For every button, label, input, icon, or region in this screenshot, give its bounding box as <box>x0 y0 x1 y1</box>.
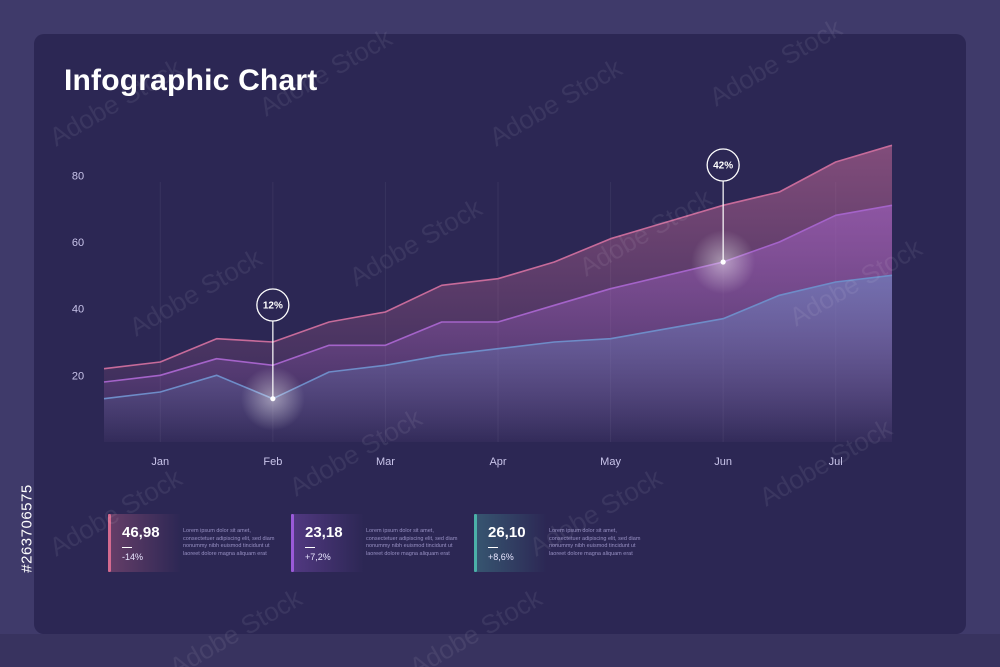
stat-card-1-bg <box>111 514 181 572</box>
bottom-band <box>0 634 1000 667</box>
x-tick-label: Feb <box>263 456 282 468</box>
stat-card-3-dash <box>488 547 498 548</box>
series-line-1 <box>103 144 893 370</box>
stat-card-2-change: +7,2% <box>305 552 331 562</box>
annotation-label: 12% <box>263 301 283 312</box>
stat-card-3-bar <box>474 514 477 572</box>
annotation-point <box>270 396 276 402</box>
annotation-bubble <box>706 148 740 182</box>
y-tick-label: 20 <box>72 370 84 382</box>
x-tick-label: May <box>600 456 621 468</box>
source-id-text: #263706575 <box>18 484 36 573</box>
stat-card-2-description: Lorem ipsum dolor sit amet, consectetuer… <box>366 528 458 557</box>
stat-card-1-description: Lorem ipsum dolor sit amet, consectetuer… <box>183 528 275 557</box>
stat-card-2-bar <box>291 514 294 572</box>
stat-card-3-change: +8,6% <box>488 552 514 562</box>
annotation-label: 42% <box>713 161 733 172</box>
y-tick-label: 80 <box>72 170 84 182</box>
x-tick-label: Jul <box>829 456 843 468</box>
series-line-2 <box>103 204 893 383</box>
source-id: #263706575 <box>12 420 42 650</box>
stat-card-2-dash <box>305 547 315 548</box>
stat-card-3-bg <box>477 514 547 572</box>
annotation-point <box>720 259 726 265</box>
x-tick-label: Jun <box>714 456 732 468</box>
stat-card-1: 46,98 -14% Lorem ipsum dolor sit amet, c… <box>108 514 274 574</box>
stat-card-2-value: 23,18 <box>305 524 343 541</box>
stat-card-1-bar <box>108 514 111 572</box>
chart-card: Infographic Chart 20 40 60 80 Jan Feb Mar Apr Ma… <box>34 34 966 634</box>
stat-card-1-change: -14% <box>122 552 144 562</box>
y-tick-label: 40 <box>72 304 84 316</box>
stat-card-1-dash <box>122 547 132 548</box>
stat-card-1-value: 46,98 <box>122 524 160 541</box>
stat-card-3-description: Lorem ipsum dolor sit amet, consectetuer… <box>549 528 641 557</box>
stat-card-3-value: 26,10 <box>488 524 526 541</box>
series-line-3 <box>103 274 893 400</box>
page-title: Infographic Chart <box>64 64 318 97</box>
stat-card-3: 26,10 +8,6% Lorem ipsum dolor sit amet, … <box>474 514 640 574</box>
stat-card-2-bg <box>294 514 364 572</box>
y-tick-label: 60 <box>72 237 84 249</box>
area-chart: 20 40 60 80 Jan Feb Mar Apr May Jun Jul 12% 42% <box>72 144 893 468</box>
x-tick-label: Apr <box>489 456 506 468</box>
x-tick-label: Jan <box>151 456 169 468</box>
x-tick-label: Mar <box>376 456 395 468</box>
annotation-bubble <box>256 288 290 322</box>
stat-card-2: 23,18 +7,2% Lorem ipsum dolor sit amet, … <box>291 514 457 574</box>
